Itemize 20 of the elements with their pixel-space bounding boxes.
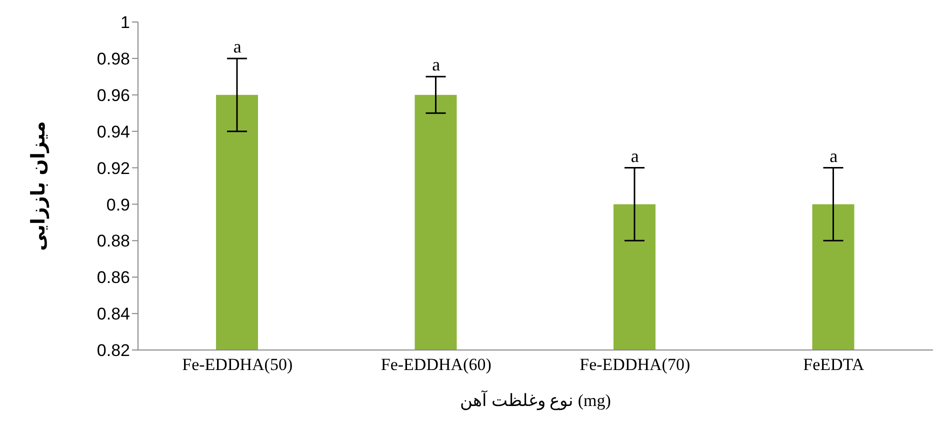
- y-tick-label: 0.9: [106, 195, 130, 214]
- y-tick-label: 0.86: [96, 268, 130, 288]
- x-tick-label: FeEDTA: [803, 355, 865, 374]
- x-tick-label: Fe-EDDHA(70): [580, 355, 690, 374]
- x-tick-label: Fe-EDDHA(50): [182, 355, 293, 374]
- y-axis-title: میزان باززایی: [28, 121, 50, 251]
- x-axis-title: نوع وغلظت آهن (mg): [460, 389, 611, 411]
- y-tick-label: 0.96: [96, 86, 130, 105]
- x-tick-label: Fe-EDDHA(60): [380, 355, 492, 374]
- y-tick-label: 0.94: [96, 122, 130, 142]
- annotation: a: [432, 54, 440, 75]
- y-tick-label: 0.84: [96, 304, 130, 324]
- annotation: a: [630, 146, 639, 166]
- y-tick-label: 0.98: [96, 49, 130, 68]
- annotation: a: [233, 36, 242, 56]
- y-tick-label: 0.88: [96, 232, 130, 251]
- y-tick-label: 0.92: [96, 158, 130, 178]
- y-tick-label: 1: [120, 13, 130, 32]
- annotation: a: [830, 146, 838, 166]
- y-tick-label: 0.82: [96, 341, 130, 360]
